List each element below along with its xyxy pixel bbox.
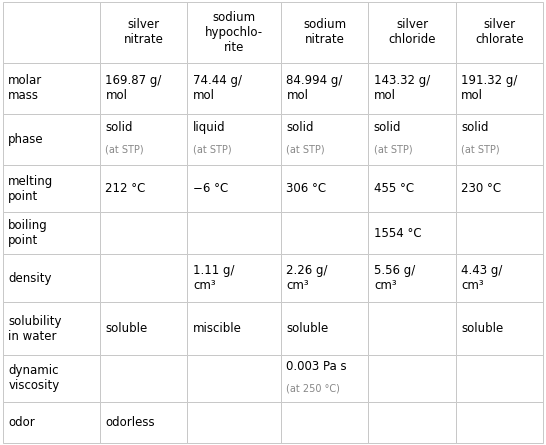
Text: 4.43 g/
cm³: 4.43 g/ cm³ <box>461 264 503 292</box>
Text: soluble: soluble <box>461 322 503 335</box>
Text: 5.56 g/
cm³: 5.56 g/ cm³ <box>374 264 415 292</box>
Bar <box>100 2 187 63</box>
Text: sodium
hypochlo-
rite: sodium hypochlo- rite <box>205 11 263 54</box>
Bar <box>187 254 281 302</box>
Bar <box>187 355 281 401</box>
Text: 0.003 Pa s: 0.003 Pa s <box>287 360 347 373</box>
Bar <box>3 114 100 165</box>
Bar <box>3 355 100 401</box>
Text: 212 °C: 212 °C <box>105 182 146 195</box>
Bar <box>100 212 187 254</box>
Bar <box>369 212 456 254</box>
Text: 1554 °C: 1554 °C <box>374 227 422 239</box>
Bar <box>281 63 369 114</box>
Text: 455 °C: 455 °C <box>374 182 414 195</box>
Text: soluble: soluble <box>287 322 329 335</box>
Text: silver
nitrate: silver nitrate <box>124 18 164 46</box>
Bar <box>100 114 187 165</box>
Bar <box>100 302 187 355</box>
Bar <box>369 355 456 401</box>
Text: silver
chlorate: silver chlorate <box>475 18 524 46</box>
Text: sodium
nitrate: sodium nitrate <box>303 18 346 46</box>
Text: 1.11 g/
cm³: 1.11 g/ cm³ <box>193 264 234 292</box>
Text: solid: solid <box>461 121 489 134</box>
Text: miscible: miscible <box>193 322 242 335</box>
Bar <box>281 254 369 302</box>
Bar <box>100 165 187 212</box>
Text: odorless: odorless <box>105 416 155 429</box>
Bar <box>369 165 456 212</box>
Bar <box>456 302 543 355</box>
Bar <box>187 165 281 212</box>
Bar <box>3 2 100 63</box>
Bar <box>100 401 187 443</box>
Bar <box>456 165 543 212</box>
Text: (at STP): (at STP) <box>374 145 413 155</box>
Bar <box>456 212 543 254</box>
Text: odor: odor <box>8 416 35 429</box>
Bar <box>281 114 369 165</box>
Bar <box>100 63 187 114</box>
Bar <box>281 302 369 355</box>
Text: dynamic
viscosity: dynamic viscosity <box>8 364 60 392</box>
Text: solid: solid <box>374 121 401 134</box>
Bar <box>369 114 456 165</box>
Bar <box>187 63 281 114</box>
Bar <box>369 63 456 114</box>
Text: (at STP): (at STP) <box>287 145 325 155</box>
Bar <box>187 302 281 355</box>
Text: 143.32 g/
mol: 143.32 g/ mol <box>374 74 430 102</box>
Bar <box>281 401 369 443</box>
Text: density: density <box>8 271 52 285</box>
Bar <box>187 114 281 165</box>
Bar <box>456 355 543 401</box>
Text: molar
mass: molar mass <box>8 74 43 102</box>
Bar <box>3 302 100 355</box>
Text: 191.32 g/
mol: 191.32 g/ mol <box>461 74 518 102</box>
Bar <box>187 401 281 443</box>
Bar <box>281 165 369 212</box>
Text: 74.44 g/
mol: 74.44 g/ mol <box>193 74 242 102</box>
Bar <box>369 401 456 443</box>
Bar <box>3 63 100 114</box>
Bar <box>3 212 100 254</box>
Bar <box>456 401 543 443</box>
Text: phase: phase <box>8 133 44 146</box>
Bar <box>100 254 187 302</box>
Text: (at STP): (at STP) <box>193 145 232 155</box>
Text: 84.994 g/
mol: 84.994 g/ mol <box>287 74 343 102</box>
Bar <box>281 212 369 254</box>
Bar <box>3 254 100 302</box>
Text: (at 250 °C): (at 250 °C) <box>287 384 340 393</box>
Text: silver
chloride: silver chloride <box>388 18 436 46</box>
Bar <box>456 114 543 165</box>
Bar <box>456 63 543 114</box>
Bar <box>456 2 543 63</box>
Text: boiling
point: boiling point <box>8 219 48 247</box>
Bar <box>3 401 100 443</box>
Bar <box>100 355 187 401</box>
Text: 306 °C: 306 °C <box>287 182 327 195</box>
Bar <box>3 165 100 212</box>
Text: liquid: liquid <box>193 121 225 134</box>
Bar <box>281 2 369 63</box>
Bar <box>369 254 456 302</box>
Text: soluble: soluble <box>105 322 148 335</box>
Bar <box>369 302 456 355</box>
Text: solubility
in water: solubility in water <box>8 315 62 343</box>
Text: (at STP): (at STP) <box>461 145 500 155</box>
Bar <box>187 212 281 254</box>
Bar <box>187 2 281 63</box>
Text: 2.26 g/
cm³: 2.26 g/ cm³ <box>287 264 328 292</box>
Text: melting
point: melting point <box>8 174 54 202</box>
Bar <box>456 254 543 302</box>
Text: 169.87 g/
mol: 169.87 g/ mol <box>105 74 162 102</box>
Text: −6 °C: −6 °C <box>193 182 228 195</box>
Text: solid: solid <box>105 121 133 134</box>
Text: solid: solid <box>287 121 314 134</box>
Bar <box>369 2 456 63</box>
Bar <box>281 355 369 401</box>
Text: (at STP): (at STP) <box>105 145 144 155</box>
Text: 230 °C: 230 °C <box>461 182 501 195</box>
